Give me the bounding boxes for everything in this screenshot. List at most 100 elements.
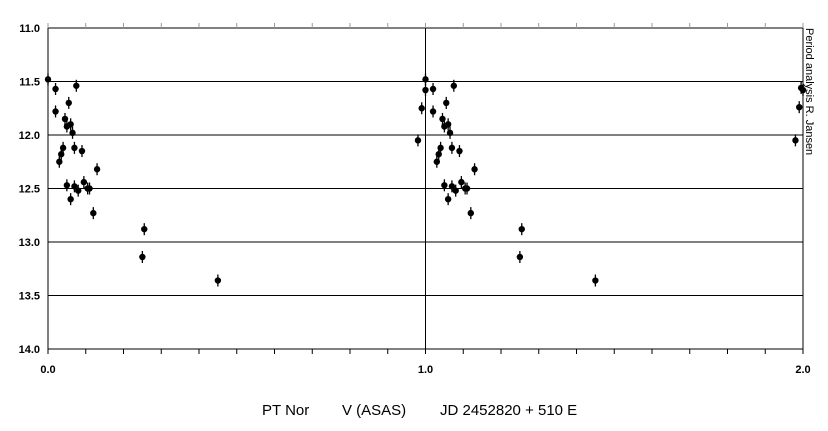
data-point (443, 96, 450, 109)
data-point (52, 82, 59, 95)
data-point (448, 180, 456, 193)
point-marker (448, 144, 456, 152)
y-tick-label: 12.5 (19, 184, 40, 196)
point-marker (429, 108, 437, 115)
point-marker (446, 129, 454, 137)
point-marker (792, 137, 799, 144)
point-marker (63, 182, 71, 189)
y-axis-tick-labels: 11.0 11.5 12.0 12.5 13.0 13.5 14.0 (19, 23, 40, 356)
data-point (437, 141, 444, 154)
point-marker (422, 76, 429, 83)
point-marker (67, 121, 74, 128)
x-axis-tick-labels: 0.0 1.0 2.0 (40, 364, 810, 376)
data-point (139, 250, 146, 263)
point-marker (52, 85, 59, 93)
point-marker (44, 76, 52, 83)
point-marker (414, 137, 422, 144)
point-marker (796, 103, 803, 111)
point-marker (141, 225, 148, 233)
data-point (458, 176, 465, 189)
point-marker (458, 178, 465, 186)
point-marker (65, 99, 72, 107)
data-point (65, 96, 72, 109)
data-point (516, 250, 524, 263)
y-tick-label: 13.0 (19, 237, 40, 249)
point-marker (93, 166, 101, 173)
data-point (448, 141, 456, 154)
point-marker (71, 144, 78, 152)
data-point (422, 84, 429, 97)
data-point (446, 126, 454, 139)
data-point (67, 193, 74, 206)
point-marker (429, 85, 437, 93)
x-tick-label: 2.0 (795, 364, 810, 376)
data-point (86, 182, 93, 195)
data-point (444, 193, 452, 206)
point-marker (59, 144, 67, 152)
data-point (467, 207, 474, 220)
point-marker (422, 86, 429, 94)
data-point (418, 102, 425, 115)
point-marker (69, 129, 76, 137)
x-tick-label: 1.0 (418, 364, 433, 376)
data-point (450, 79, 458, 92)
data-point (429, 105, 437, 118)
point-marker (448, 183, 456, 190)
point-marker (441, 182, 448, 189)
data-point (796, 101, 803, 114)
data-point (67, 118, 74, 131)
point-marker (90, 209, 97, 217)
point-marker (418, 105, 425, 112)
data-point (69, 126, 76, 139)
analysis-credit: Period analysis R. Jansen (803, 28, 815, 155)
data-point (90, 207, 97, 220)
point-marker (443, 99, 450, 107)
data-point (422, 73, 429, 86)
data-point (73, 79, 80, 92)
y-tick-label: 11.5 (19, 77, 40, 89)
data-point (518, 223, 525, 236)
data-point (592, 274, 599, 287)
data-point (75, 184, 82, 197)
point-marker (467, 209, 474, 217)
data-point (471, 163, 478, 176)
data-point (792, 134, 799, 147)
point-marker (75, 187, 82, 194)
point-marker (444, 121, 452, 128)
point-marker (71, 183, 78, 190)
point-marker (452, 187, 459, 194)
data-point (44, 73, 52, 86)
point-marker (139, 253, 146, 261)
data-point (80, 176, 88, 189)
data-point (59, 141, 67, 154)
data-point (93, 163, 101, 176)
point-marker (456, 147, 463, 155)
data-point (52, 105, 59, 118)
caption-band: V (ASAS) (342, 402, 406, 419)
point-marker (592, 277, 599, 284)
data-point (456, 145, 463, 158)
point-marker (463, 185, 471, 192)
y-tick-label: 14.0 (19, 344, 40, 356)
data-point (444, 118, 452, 131)
data-point (63, 179, 71, 192)
point-marker (78, 147, 86, 155)
caption-ephemeris: JD 2452820 + 510 E (440, 402, 577, 419)
point-marker (73, 82, 80, 89)
point-marker (214, 277, 222, 284)
point-marker (516, 253, 524, 261)
point-marker (444, 196, 452, 203)
data-point (463, 182, 471, 195)
point-marker (450, 82, 458, 89)
point-marker (437, 144, 444, 152)
data-point (452, 184, 459, 197)
point-marker (86, 185, 93, 192)
data-point (441, 179, 448, 192)
point-marker (471, 166, 478, 173)
data-point (799, 84, 807, 97)
data-points (44, 73, 807, 287)
y-tick-label: 12.0 (19, 130, 40, 142)
data-point (141, 223, 148, 236)
y-tick-label: 13.5 (19, 291, 40, 303)
